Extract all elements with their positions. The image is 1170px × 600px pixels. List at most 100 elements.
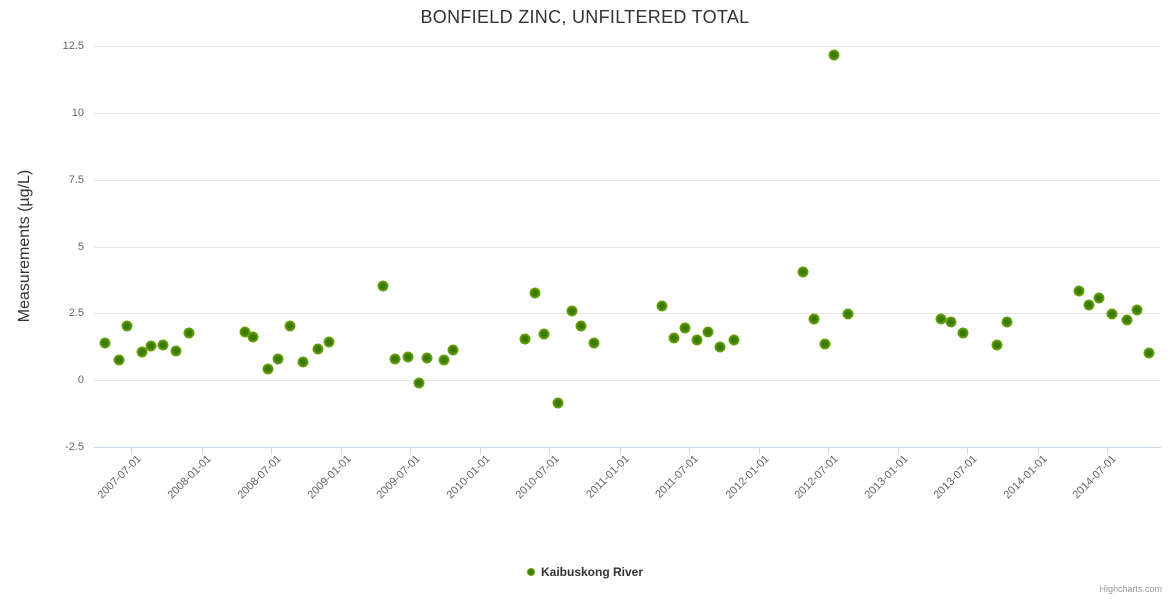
data-point[interactable] [272, 353, 284, 364]
x-axis-tick-label: 2013-01-01 [862, 453, 911, 502]
data-point[interactable] [702, 326, 714, 338]
data-point[interactable] [1131, 304, 1143, 316]
data-point[interactable] [552, 397, 564, 409]
data-point[interactable] [691, 334, 703, 346]
y-gridline [94, 246, 1160, 248]
data-point[interactable] [991, 339, 1003, 351]
data-point[interactable] [1143, 347, 1155, 359]
legend-marker-icon [526, 568, 535, 576]
x-axis-tick [131, 448, 133, 454]
data-point[interactable] [588, 337, 600, 349]
x-axis-tick [967, 448, 969, 454]
data-point[interactable] [668, 332, 680, 344]
x-axis-line [94, 447, 1161, 448]
x-axis-tick-label: 2012-01-01 [722, 453, 772, 502]
data-point[interactable] [447, 344, 459, 356]
highcharts-credit[interactable]: Highcharts.com [1099, 584, 1162, 594]
data-point[interactable] [538, 328, 550, 340]
data-point[interactable] [656, 300, 668, 312]
x-axis-tick-label: 2011-01-01 [584, 453, 633, 501]
y-axis-tick-label: 5 [77, 240, 84, 253]
data-point[interactable] [413, 377, 425, 389]
x-axis-tick-label: 2014-01-01 [1001, 453, 1051, 502]
data-point[interactable] [389, 353, 401, 365]
data-point[interactable] [157, 339, 169, 351]
data-point[interactable] [1093, 292, 1105, 304]
data-point[interactable] [170, 345, 182, 357]
data-point[interactable] [714, 341, 726, 353]
data-point[interactable] [728, 334, 740, 346]
data-point[interactable] [247, 331, 259, 343]
data-point[interactable] [323, 336, 335, 348]
data-point[interactable] [566, 305, 577, 317]
y-axis-tick-label: 0 [77, 374, 84, 387]
x-axis-tick [270, 448, 272, 454]
data-point[interactable] [377, 280, 389, 292]
data-point[interactable] [935, 313, 947, 325]
x-axis-tick [688, 448, 690, 454]
x-axis-tick-label: 2014-07-01 [1070, 453, 1120, 502]
x-axis-tick-label: 2010-01-01 [444, 453, 493, 502]
data-point[interactable] [297, 356, 309, 368]
y-gridline [94, 380, 1160, 382]
x-axis-tick-label: 2011-07-01 [653, 453, 702, 501]
x-axis-tick [1106, 448, 1108, 454]
data-point[interactable] [113, 354, 125, 366]
x-axis-tick [898, 448, 900, 454]
data-point[interactable] [957, 327, 969, 339]
x-axis-tick-label: 2007-07-01 [95, 453, 144, 502]
x-axis-tick [341, 448, 343, 454]
y-axis-tick-label: -2.5 [65, 441, 84, 453]
data-point[interactable] [145, 340, 157, 352]
y-gridline [94, 179, 1160, 181]
data-point[interactable] [284, 320, 296, 332]
x-axis-tick-label: 2008-07-01 [235, 453, 284, 502]
legend-item-kaibuskong-river[interactable]: Kaibuskong River [0, 563, 1170, 581]
data-point[interactable] [1001, 316, 1013, 328]
x-axis-tick [201, 448, 203, 454]
data-point[interactable] [808, 313, 820, 325]
data-point[interactable] [1106, 308, 1118, 320]
x-axis-tick [480, 448, 482, 454]
data-point[interactable] [121, 320, 133, 332]
data-point[interactable] [797, 266, 809, 278]
legend-label: Kaibuskong River [540, 565, 644, 579]
x-axis-tick [1037, 448, 1039, 454]
data-point[interactable] [575, 320, 587, 332]
x-axis-tick-label: 2010-07-01 [513, 453, 562, 502]
data-point[interactable] [262, 363, 274, 375]
data-point[interactable] [136, 346, 148, 358]
data-point[interactable] [1073, 285, 1085, 297]
x-axis-tick-label: 2009-01-01 [305, 453, 354, 502]
data-point[interactable] [1083, 299, 1095, 310]
y-axis-tick-label: 2.5 [68, 307, 84, 320]
data-point[interactable] [679, 322, 691, 333]
data-point[interactable] [312, 343, 324, 355]
data-point[interactable] [819, 338, 831, 350]
y-gridline [94, 112, 1160, 114]
x-axis-tick [758, 448, 760, 454]
chart-title: BONFIELD ZINC, UNFILTERED TOTAL [420, 7, 750, 27]
y-gridline [94, 313, 1160, 315]
y-axis-tick-label: 12.5 [62, 40, 84, 52]
data-point[interactable] [402, 351, 414, 363]
x-axis-tick [410, 448, 412, 454]
x-axis-tick-label: 2008-01-01 [165, 453, 215, 502]
data-point[interactable] [529, 287, 541, 299]
x-axis-tick-label: 2009-07-01 [374, 453, 423, 502]
y-gridline [94, 46, 1160, 47]
data-point[interactable] [842, 308, 854, 320]
data-point[interactable] [945, 316, 957, 328]
data-point[interactable] [421, 352, 433, 364]
x-axis-tick-label: 2012-07-01 [792, 453, 841, 502]
x-axis-tick-label: 2013-07-01 [931, 453, 980, 502]
data-point[interactable] [438, 354, 450, 366]
data-point[interactable] [99, 337, 111, 349]
data-point[interactable] [239, 326, 251, 338]
data-point[interactable] [1121, 314, 1133, 326]
data-point[interactable] [183, 327, 195, 339]
x-axis-tick [619, 448, 621, 454]
data-point[interactable] [828, 49, 840, 61]
data-point[interactable] [519, 333, 531, 345]
